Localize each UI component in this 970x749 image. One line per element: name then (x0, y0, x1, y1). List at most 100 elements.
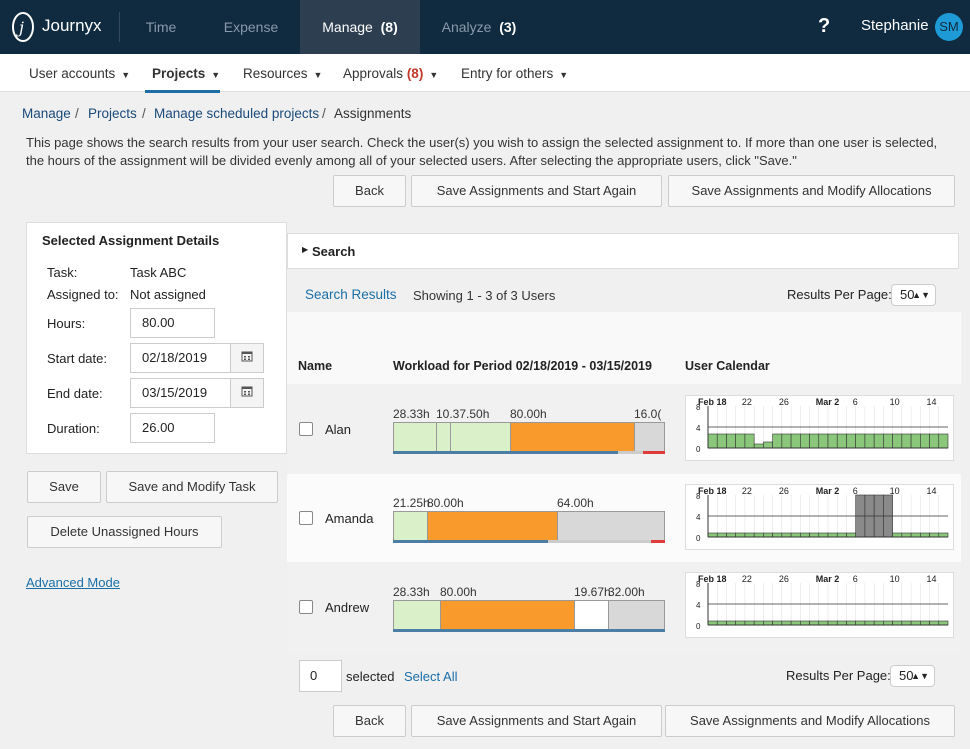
calendar-day-bar (920, 532, 930, 538)
calendar-day-bar (938, 532, 949, 538)
calendar-y-label: 4 (696, 513, 701, 522)
calendar-day-bar (781, 620, 792, 626)
workload-segment[interactable] (511, 423, 635, 453)
subnav-resources[interactable]: Resources ▼ (243, 66, 322, 81)
back-button[interactable]: Back (333, 175, 406, 207)
duration-field[interactable]: 26.00 (130, 413, 215, 443)
calendar-day-bar (892, 620, 903, 626)
tab-expense-label: Expense (223, 19, 279, 35)
breadcrumb-separator: / (322, 106, 326, 121)
calendar-day-bar (873, 620, 884, 626)
search-results-label[interactable]: Search Results (305, 287, 397, 302)
tab-time[interactable]: Time (120, 0, 202, 54)
calendar-day-bar (772, 620, 783, 626)
save-start-again-button[interactable]: Save Assignments and Start Again (411, 705, 662, 737)
capacity-line (393, 629, 665, 632)
calendar-day-bar (920, 620, 930, 626)
calendar-day-bar (920, 433, 930, 449)
user-calendar[interactable]: Feb 18 22 26 Mar 2 6 10 14 8 4 0 (685, 484, 954, 550)
workload-bar (393, 422, 665, 454)
caret-right-icon: ▶ (302, 245, 309, 254)
results-per-page-select[interactable]: 50 ▲▼ (891, 284, 936, 306)
breadcrumb-separator: / (75, 106, 79, 121)
workload-segment[interactable] (428, 512, 558, 542)
calendar-tick-label: 26 (779, 486, 789, 496)
save-modify-allocations-button[interactable]: Save Assignments and Modify Allocations (665, 705, 955, 737)
calendar-day-bar (735, 433, 746, 449)
workload-segment[interactable] (609, 601, 664, 631)
back-button[interactable]: Back (333, 705, 406, 737)
subnav-entry-for-others-label: Entry for others (461, 66, 554, 81)
row-checkbox[interactable] (299, 600, 313, 614)
breadcrumb-projects[interactable]: Projects (88, 106, 137, 121)
subnav-approvals[interactable]: Approvals (8) ▼ (343, 66, 438, 81)
selected-count-field[interactable]: 0 (299, 660, 342, 692)
calendar-day-bar (716, 433, 727, 449)
tab-expense[interactable]: Expense (202, 0, 300, 54)
divider (119, 12, 120, 42)
save-button[interactable]: Save (27, 471, 101, 503)
results-per-page-select[interactable]: 50 ▲▼ (890, 665, 935, 687)
user-calendar[interactable]: Feb 18 22 26 Mar 2 6 10 14 8 4 0 (685, 572, 954, 638)
workload-segment[interactable] (437, 423, 451, 453)
calendar-day-bar (763, 532, 773, 538)
user-calendar[interactable]: Feb 18 22 26 Mar 2 6 10 14 8 4 0 (685, 395, 954, 461)
subnav-entry-for-others[interactable]: Entry for others ▼ (461, 66, 568, 81)
workload-label: 28.33h (393, 585, 430, 599)
tab-manage[interactable]: Manage (8) (300, 0, 420, 54)
row-checkbox[interactable] (299, 422, 313, 436)
chevron-down-icon: ▼ (211, 70, 221, 80)
calendar-day-bar (818, 532, 829, 538)
delete-unassigned-hours-button[interactable]: Delete Unassigned Hours (27, 516, 222, 548)
tab-time-label: Time (145, 19, 177, 35)
tab-analyze[interactable]: Analyze (3) (420, 0, 538, 54)
advanced-mode-link[interactable]: Advanced Mode (26, 575, 120, 590)
subnav-user-accounts[interactable]: User accounts ▼ (29, 66, 130, 81)
calendar-day-bar (827, 433, 838, 449)
workload-segment[interactable] (635, 423, 664, 453)
row-checkbox[interactable] (299, 511, 313, 525)
workload-segment[interactable] (394, 601, 441, 631)
calendar-day-bar (707, 433, 718, 449)
app-name[interactable]: Journyx (42, 16, 102, 35)
hours-field[interactable]: 80.00 (130, 308, 215, 338)
save-modify-task-button[interactable]: Save and Modify Task (106, 471, 278, 503)
calendar-icon[interactable] (230, 378, 264, 408)
chevron-down-icon: ▼ (121, 70, 131, 80)
calendar-day-bar (790, 433, 801, 449)
page-description: This page shows the search results from … (26, 135, 938, 168)
workload-segment[interactable] (451, 423, 511, 453)
workload-segment[interactable] (575, 601, 609, 631)
calendar-day-bar (716, 620, 727, 626)
subnav-projects[interactable]: Projects ▼ (152, 66, 220, 81)
search-panel-toggle[interactable]: ▶ Search (287, 233, 959, 269)
breadcrumb-manage[interactable]: Manage (22, 106, 71, 121)
calendar-day-bar (726, 532, 736, 538)
task-label: Task: (47, 265, 78, 280)
calendar-tick-label: 10 (890, 397, 900, 407)
workload-segment[interactable] (394, 512, 428, 542)
column-user-calendar: User Calendar (685, 359, 770, 373)
breadcrumb-separator: / (142, 106, 146, 121)
user-name[interactable]: Stephanie (861, 17, 929, 34)
workload-segment[interactable] (558, 512, 664, 542)
workload-segment[interactable] (441, 601, 575, 631)
save-start-again-button[interactable]: Save Assignments and Start Again (411, 175, 662, 207)
journyx-logo-icon[interactable]: j (12, 12, 34, 42)
save-modify-allocations-button[interactable]: Save Assignments and Modify Allocations (668, 175, 955, 207)
calendar-icon[interactable] (230, 343, 264, 373)
workload-segment[interactable] (394, 423, 437, 453)
breadcrumb-scheduled-projects[interactable]: Manage scheduled projects (154, 106, 320, 121)
avatar[interactable]: SM (935, 13, 963, 41)
results-per-page-label: Results Per Page: (787, 287, 892, 302)
end-date-field[interactable]: 03/15/2019 (130, 378, 231, 408)
tab-manage-count: (8) (380, 19, 398, 35)
help-icon[interactable]: ? (818, 15, 831, 37)
select-all-link[interactable]: Select All (404, 669, 458, 684)
workload-label: 80.00h (510, 407, 547, 421)
calendar-tick-label: Mar 2 (816, 574, 840, 584)
spinner-icon: ▲▼ (912, 290, 930, 300)
calendar-day-bar (873, 433, 884, 449)
start-date-field[interactable]: 02/18/2019 (130, 343, 231, 373)
workload-label: 80.00h (440, 585, 477, 599)
